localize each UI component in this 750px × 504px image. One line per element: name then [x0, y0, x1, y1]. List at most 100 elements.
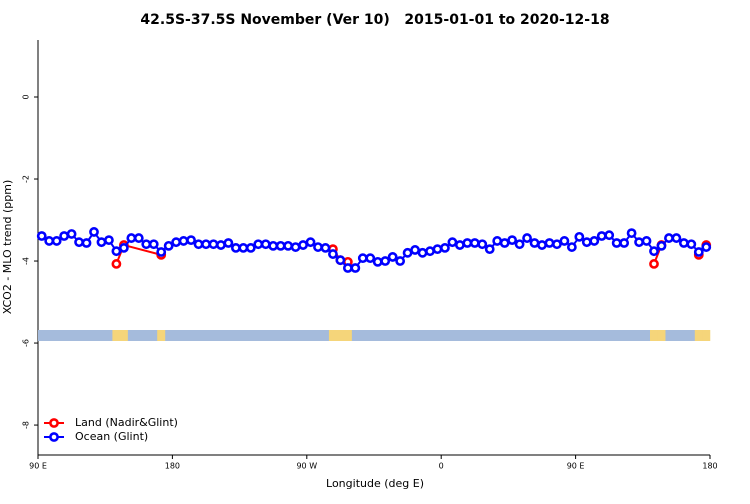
point	[253, 239, 264, 250]
point	[357, 253, 368, 264]
point	[656, 240, 667, 251]
point	[51, 236, 62, 246]
point	[186, 235, 196, 246]
point	[238, 243, 249, 253]
point	[402, 247, 413, 258]
point	[148, 239, 159, 250]
land-patch	[343, 330, 352, 341]
point	[544, 238, 555, 248]
point	[96, 237, 107, 248]
land-patch	[650, 330, 658, 341]
legend-label: Ocean (Glint)	[75, 430, 148, 443]
point	[156, 247, 167, 257]
point	[313, 242, 323, 252]
point	[634, 237, 644, 248]
point	[649, 246, 659, 257]
point	[469, 238, 480, 248]
point	[604, 230, 615, 241]
point	[328, 249, 338, 259]
point	[133, 233, 144, 243]
point	[686, 239, 697, 250]
point	[678, 238, 689, 248]
point	[59, 231, 70, 241]
point	[245, 243, 256, 253]
legend-marker	[49, 432, 59, 442]
land-patch	[157, 330, 166, 341]
point	[208, 239, 219, 250]
point	[178, 236, 189, 246]
legend-label: Land (Nadir&Glint)	[75, 416, 178, 429]
legend-marker	[49, 418, 59, 428]
land-patch	[112, 330, 121, 341]
point	[477, 239, 488, 250]
x-axis-label: Longitude (deg E)	[326, 477, 424, 490]
x-tick-label: 90 E	[567, 462, 585, 471]
point	[305, 237, 316, 248]
point	[365, 253, 376, 264]
point	[387, 252, 398, 262]
x-tick-label: 0	[439, 462, 444, 471]
point	[410, 245, 420, 255]
point	[66, 229, 77, 239]
chart-title: 42.5S-37.5S November (Ver 10) 2015-01-01…	[140, 12, 609, 28]
land-patch	[694, 330, 703, 341]
point	[36, 231, 47, 241]
point	[342, 263, 353, 273]
land-patch	[328, 330, 337, 341]
point	[126, 233, 137, 243]
land-patch	[119, 330, 128, 341]
point	[619, 238, 630, 248]
surface-band	[38, 330, 710, 341]
point	[395, 256, 406, 266]
point	[454, 240, 465, 250]
y-tick-label: -8	[22, 421, 31, 429]
point	[111, 259, 122, 269]
point	[693, 247, 704, 257]
x-tick-label: 180	[702, 462, 717, 471]
point	[649, 259, 659, 269]
point	[141, 239, 152, 250]
point	[589, 236, 600, 246]
point	[111, 246, 122, 257]
point	[298, 240, 308, 250]
point	[89, 227, 99, 237]
y-tick-label: -4	[22, 257, 31, 265]
point	[626, 228, 637, 239]
point	[268, 240, 279, 251]
point	[104, 235, 114, 246]
point	[462, 238, 473, 248]
y-tick-label: 0	[22, 94, 31, 99]
point	[425, 246, 435, 257]
x-tick-label: 180	[165, 462, 180, 471]
point	[432, 244, 443, 255]
y-axis-label: XCO2 - MLO trend (ppm)	[1, 180, 14, 315]
point	[171, 237, 182, 248]
point	[320, 243, 331, 253]
point	[44, 236, 55, 246]
point	[283, 240, 294, 251]
point	[522, 233, 532, 243]
point	[581, 237, 592, 248]
point	[447, 237, 458, 248]
point	[671, 233, 682, 243]
point	[350, 263, 361, 273]
land-patch	[702, 330, 711, 341]
point	[260, 239, 271, 250]
land-patch	[336, 330, 345, 341]
point	[193, 239, 204, 250]
point	[275, 240, 286, 251]
point	[499, 238, 510, 248]
x-tick-label: 90 E	[29, 462, 47, 471]
point	[118, 243, 129, 253]
point	[372, 256, 383, 267]
x-tick-label: 90 W	[296, 462, 317, 471]
point	[537, 240, 547, 250]
point	[216, 240, 226, 250]
point	[611, 238, 622, 248]
point	[529, 238, 540, 248]
point	[641, 236, 652, 246]
land-patch	[657, 330, 666, 341]
point	[201, 239, 211, 250]
point	[552, 239, 562, 250]
